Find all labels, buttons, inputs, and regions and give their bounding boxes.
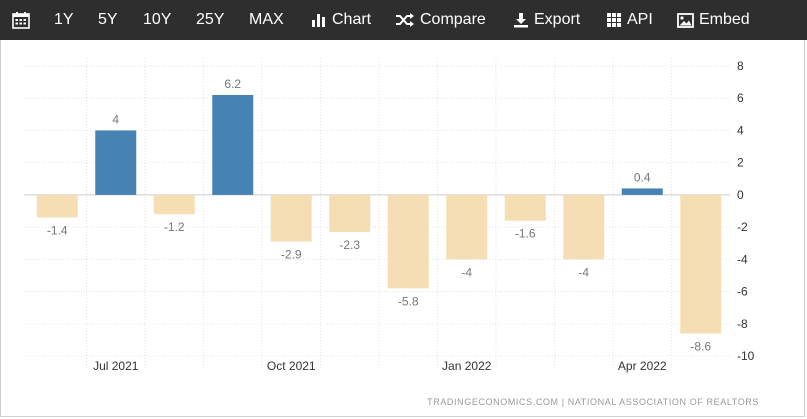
range-1y-button[interactable]: 1Y: [54, 0, 74, 40]
range-max-button[interactable]: MAX: [249, 0, 284, 40]
y-tick-label: 0: [737, 188, 744, 202]
y-tick-label: -10: [737, 349, 755, 363]
y-tick-label: 8: [737, 59, 744, 73]
bar: [563, 194, 605, 260]
data-label: -8.6: [690, 339, 711, 353]
x-tick-label: Oct 2021: [267, 359, 316, 373]
y-tick-label: 4: [737, 123, 744, 137]
chart-button-label: Chart: [332, 11, 372, 28]
bar-chart: 8 6 4 2 0 -2 -4 -6 -8 -10 -1.4 4 -1.2 6.2 -2.9 -2.3 -5.8…: [24, 58, 755, 373]
y-tick-label: 2: [737, 156, 744, 170]
x-tick-label: Apr 2022: [618, 359, 667, 373]
bar: [446, 194, 488, 260]
data-label: -4: [578, 265, 589, 279]
data-label: -2.3: [339, 238, 360, 252]
image-icon: [677, 12, 694, 28]
range-10y-label: 10Y: [143, 11, 172, 28]
range-5y-button[interactable]: 5Y: [98, 0, 118, 40]
bar: [329, 194, 371, 232]
export-button-label: Export: [534, 11, 581, 28]
y-tick-label: -8: [737, 317, 748, 331]
chart-area: 8 6 4 2 0 -2 -4 -6 -8 -10 -1.4 4 -1.2 6.2 -2.9 -2.3 -5.8…: [0, 40, 807, 419]
data-label: -1.4: [47, 223, 68, 237]
chart-button[interactable]: Chart: [311, 0, 371, 40]
bar: [212, 95, 254, 195]
bar: [95, 130, 137, 195]
bar: [621, 188, 663, 195]
embed-button[interactable]: Embed: [677, 0, 750, 40]
data-label: -1.2: [164, 220, 185, 234]
embed-button-label: Embed: [699, 11, 750, 28]
bar: [153, 194, 195, 215]
y-tick-label: -4: [737, 252, 748, 266]
compare-button-label: Compare: [420, 11, 486, 28]
data-label: 0.4: [634, 170, 651, 184]
range-5y-label: 5Y: [98, 11, 118, 28]
bar-chart-icon: [312, 14, 325, 27]
y-tick-label: 6: [737, 91, 744, 105]
api-button-label: API: [627, 11, 653, 28]
data-label: -1.6: [515, 227, 536, 241]
data-label: -4: [461, 265, 472, 279]
y-tick-label: -2: [737, 220, 748, 234]
api-button[interactable]: API: [606, 0, 653, 40]
range-10y-button[interactable]: 10Y: [143, 0, 171, 40]
shuffle-icon: [396, 13, 414, 27]
x-tick-label: Jul 2021: [93, 359, 139, 373]
data-label: 4: [112, 112, 119, 126]
bar: [680, 194, 722, 334]
calendar-icon: [12, 12, 30, 29]
data-label: -2.9: [281, 248, 302, 262]
grid-icon: [607, 13, 621, 27]
bar: [504, 194, 546, 221]
export-button[interactable]: Export: [513, 0, 580, 40]
bar: [36, 194, 78, 218]
data-label: -5.8: [398, 294, 419, 308]
bar: [270, 194, 312, 242]
compare-button[interactable]: Compare: [395, 0, 486, 40]
range-1y-label: 1Y: [54, 11, 74, 28]
data-label: 6.2: [224, 77, 241, 91]
range-25y-button[interactable]: 25Y: [196, 0, 224, 40]
source-credit: TRADINGECONOMICS.COM | NATIONAL ASSOCIAT…: [427, 397, 759, 407]
range-max-label: MAX: [249, 11, 284, 28]
x-tick-label: Jan 2022: [442, 359, 492, 373]
download-icon: [514, 13, 528, 28]
range-25y-label: 25Y: [196, 11, 225, 28]
calendar-button[interactable]: [12, 0, 30, 40]
bar: [387, 194, 429, 289]
y-tick-label: -6: [737, 285, 748, 299]
toolbar: 1Y 5Y 10Y 25Y MAX Chart Compare Export: [0, 0, 807, 40]
